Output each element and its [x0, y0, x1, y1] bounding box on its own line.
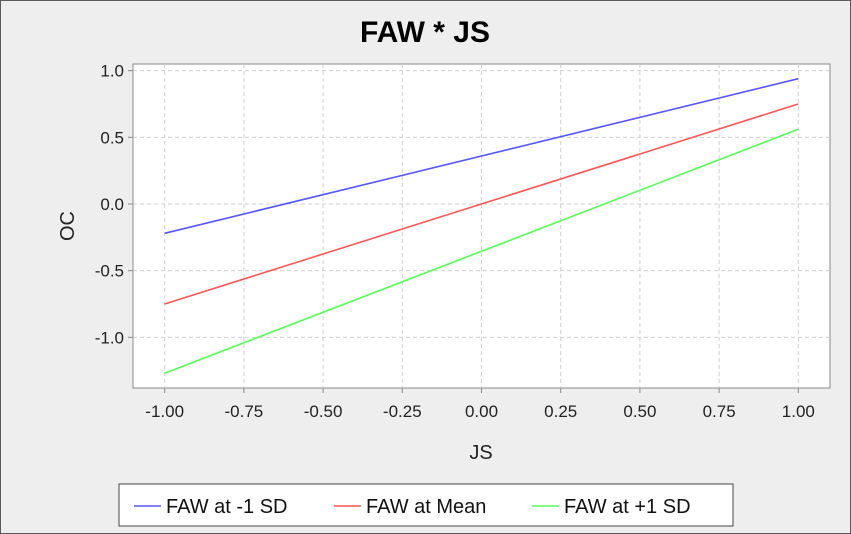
- series-line-1: [164, 77, 799, 235]
- y-tick-label: 1.0: [100, 62, 124, 81]
- x-tick-label: 0.75: [703, 402, 736, 421]
- series-layer: [164, 77, 799, 375]
- y-tick-label: 0.0: [100, 195, 124, 214]
- series-line-2: [164, 103, 799, 305]
- x-tick-label: 1.00: [782, 402, 815, 421]
- x-tick-label: 0.50: [623, 402, 656, 421]
- y-tick-label: -0.5: [95, 262, 124, 281]
- series-line-3: [164, 128, 799, 375]
- x-tick-label: 0.25: [544, 402, 577, 421]
- x-tick-label: -0.25: [383, 402, 422, 421]
- y-axis-label: OC: [57, 211, 79, 241]
- x-axis: -1.00 -0.75 -0.50 -0.25 0.00 0.25 0.50 0.75 1.00: [145, 388, 815, 421]
- legend-box: [118, 483, 734, 527]
- x-tick-label: -0.50: [304, 402, 343, 421]
- x-axis-label: JS: [469, 442, 492, 464]
- x-tick-label: -0.75: [225, 402, 264, 421]
- chart-title: FAW * JS: [360, 16, 490, 49]
- x-tick-label: 0.00: [465, 402, 498, 421]
- y-axis: 1.0 0.5 0.0 -0.5 -1.0: [95, 62, 133, 347]
- legend-label-3: FAW at +1 SD: [564, 496, 691, 518]
- legend: FAW at -1 SD FAW at Mean FAW at +1 SD: [118, 483, 734, 527]
- legend-label-2: FAW at Mean: [366, 496, 486, 518]
- x-tick-label: -1.00: [145, 402, 184, 421]
- grid: [133, 64, 830, 388]
- y-tick-label: 0.5: [100, 128, 124, 147]
- y-tick-label: -1.0: [95, 328, 124, 347]
- legend-label-1: FAW at -1 SD: [166, 496, 288, 518]
